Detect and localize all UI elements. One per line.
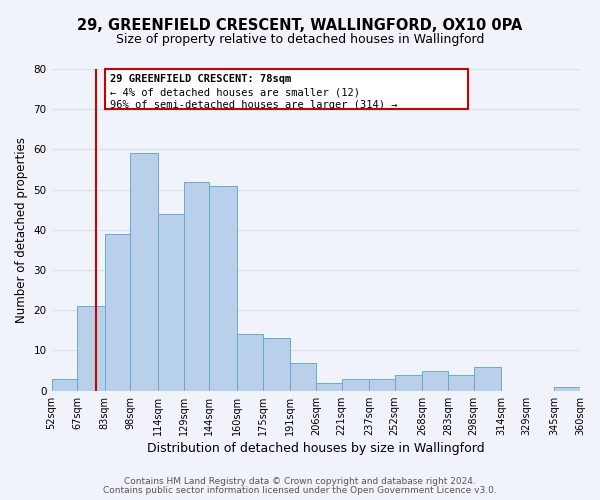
Bar [341, 378, 369, 390]
X-axis label: Distribution of detached houses by size in Wallingford: Distribution of detached houses by size … [147, 442, 485, 455]
Bar [473, 366, 501, 390]
Bar [369, 378, 395, 390]
Text: 29 GREENFIELD CRESCENT: 78sqm: 29 GREENFIELD CRESCENT: 78sqm [110, 74, 291, 84]
Bar [184, 182, 209, 390]
Bar [158, 214, 184, 390]
Bar [105, 234, 130, 390]
Bar [237, 334, 263, 390]
Text: 96% of semi-detached houses are larger (314) →: 96% of semi-detached houses are larger (… [110, 100, 397, 110]
Text: Size of property relative to detached houses in Wallingford: Size of property relative to detached ho… [116, 32, 484, 46]
Y-axis label: Number of detached properties: Number of detached properties [15, 137, 28, 323]
Bar [77, 306, 105, 390]
Bar [290, 362, 316, 390]
Bar [209, 186, 237, 390]
Bar [105, 69, 469, 109]
Text: ← 4% of detached houses are smaller (12): ← 4% of detached houses are smaller (12) [110, 87, 360, 97]
Bar [448, 374, 473, 390]
Bar [395, 374, 422, 390]
Text: Contains HM Land Registry data © Crown copyright and database right 2024.: Contains HM Land Registry data © Crown c… [124, 477, 476, 486]
Bar [130, 154, 158, 390]
Bar [316, 382, 341, 390]
Bar [422, 370, 448, 390]
Text: Contains public sector information licensed under the Open Government Licence v3: Contains public sector information licen… [103, 486, 497, 495]
Bar [263, 338, 290, 390]
Text: 29, GREENFIELD CRESCENT, WALLINGFORD, OX10 0PA: 29, GREENFIELD CRESCENT, WALLINGFORD, OX… [77, 18, 523, 32]
Bar [554, 386, 580, 390]
Bar [52, 378, 77, 390]
